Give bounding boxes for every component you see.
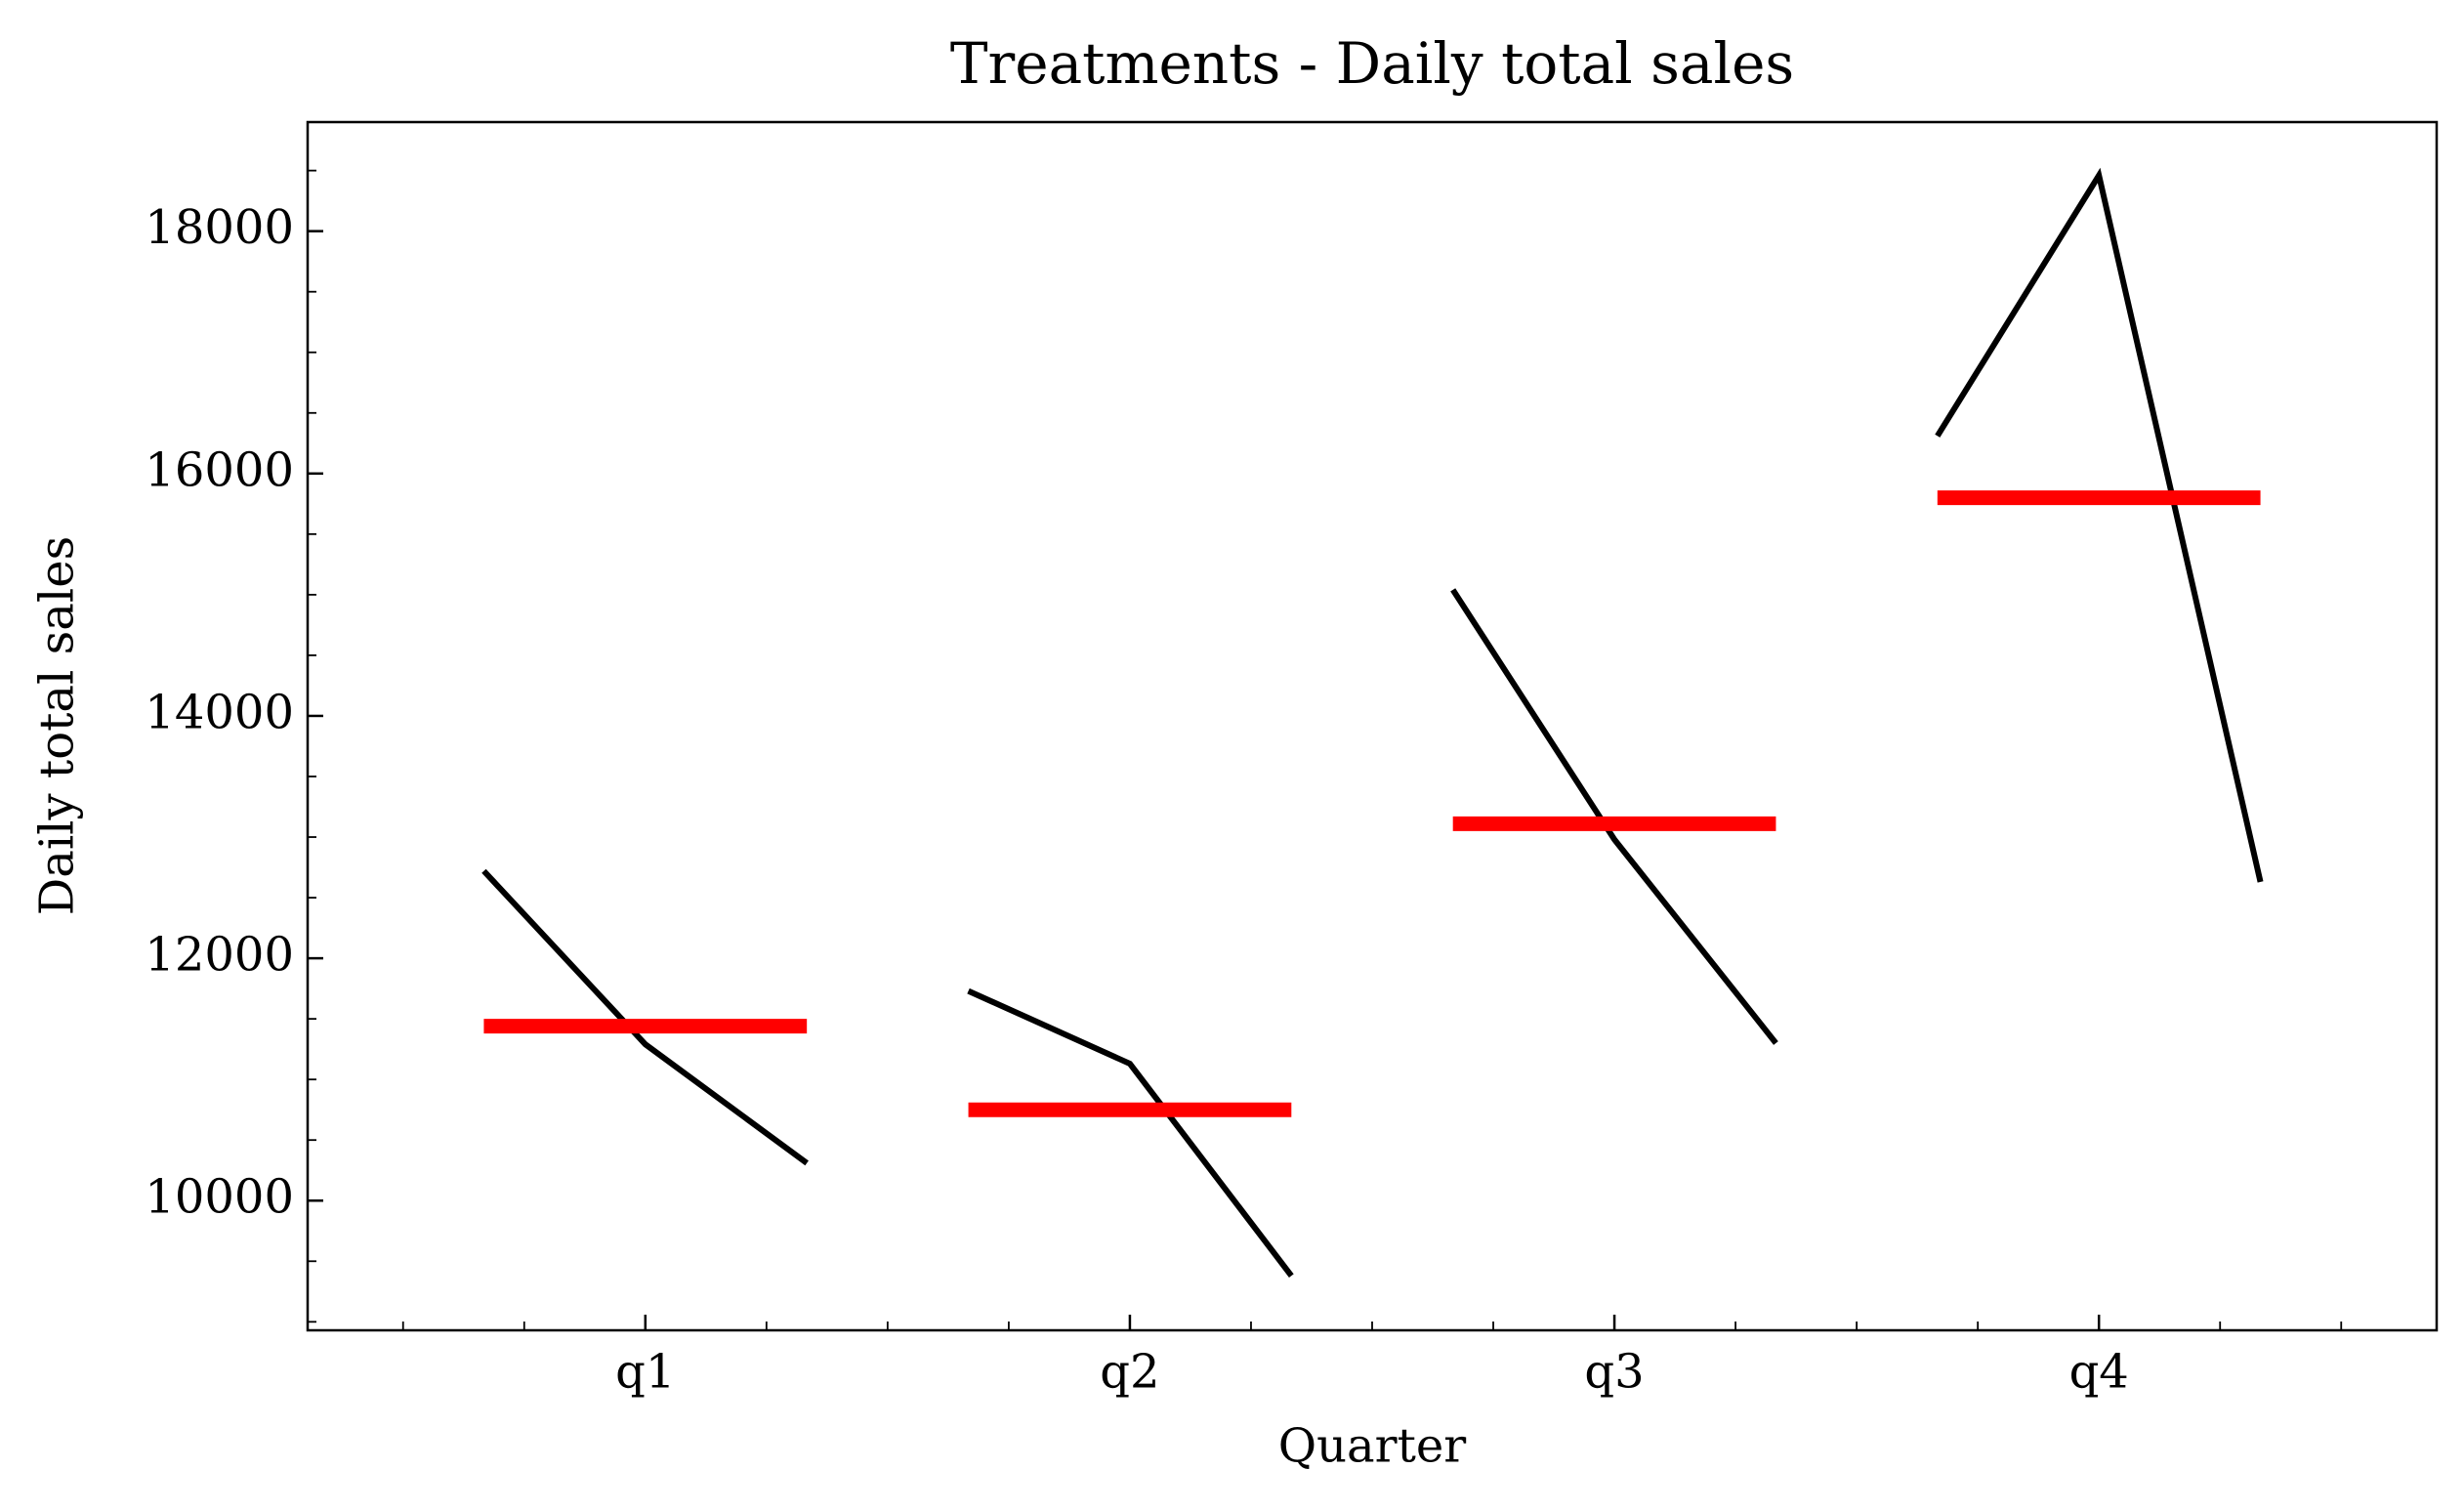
y-tick-label: 18000 (145, 200, 294, 255)
y-tick-label: 14000 (145, 685, 294, 739)
quarter-line (1935, 167, 2264, 883)
quarter-line (967, 987, 1294, 1278)
y-axis-label: Daily total sales (30, 536, 85, 916)
plot-frame (306, 120, 2439, 1332)
quarter-line (1450, 588, 1778, 1045)
x-tick-label: q4 (2069, 1345, 2129, 1400)
quarter-line (481, 868, 809, 1166)
y-tick-label: 16000 (145, 442, 294, 497)
y-tick-label: 12000 (145, 928, 294, 983)
x-tick-label: q1 (615, 1345, 675, 1400)
x-axis-label: Quarter (1278, 1419, 1467, 1474)
x-tick-label: q2 (1100, 1345, 1159, 1400)
x-tick-label: q3 (1584, 1345, 1644, 1400)
chart-title: Treatments - Daily total sales (950, 30, 1794, 97)
y-tick-label: 10000 (145, 1170, 294, 1225)
